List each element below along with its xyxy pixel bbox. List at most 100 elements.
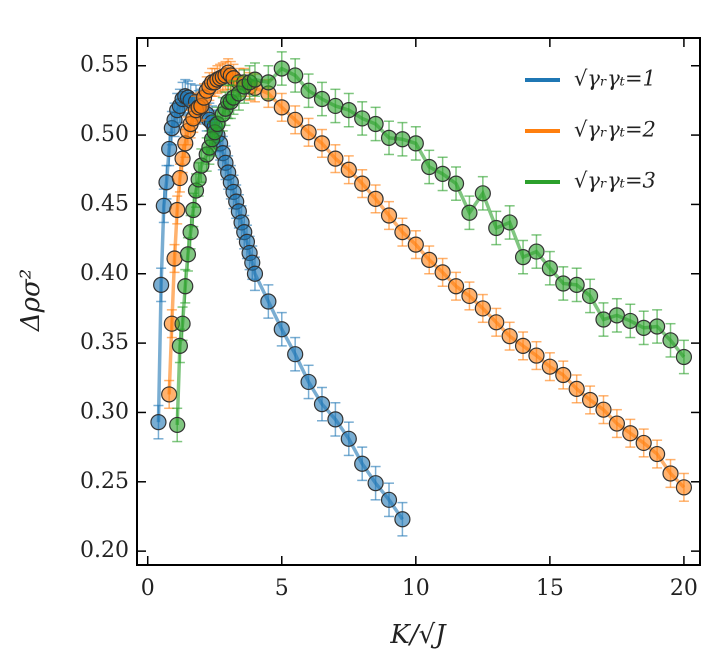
data-point [327, 150, 344, 167]
data-point [568, 380, 585, 397]
data-point [407, 135, 424, 152]
data-point [380, 129, 398, 146]
data-point [421, 251, 438, 268]
data-point [474, 185, 491, 202]
data-point [595, 401, 612, 418]
data-point [380, 207, 398, 224]
data-point [340, 102, 357, 119]
data-point [313, 90, 331, 108]
y-tick-label: 0.45 [80, 191, 129, 216]
legend-label: √γᵣγₜ=3 [574, 169, 656, 193]
data-point [568, 276, 585, 293]
data-point [622, 312, 639, 330]
data-point [662, 465, 679, 482]
data-point [555, 275, 572, 292]
y-axis-label: Δρσ² [16, 269, 46, 332]
data-point [514, 249, 532, 266]
data-point [166, 250, 183, 267]
data-point [447, 175, 465, 192]
data-point [273, 99, 290, 116]
data-point [367, 190, 384, 207]
data-point [177, 278, 194, 295]
data-point [287, 111, 304, 128]
data-point [313, 135, 331, 152]
data-point [182, 224, 199, 241]
data-point [501, 328, 518, 345]
data-point [367, 475, 384, 492]
data-point [622, 425, 639, 442]
series-line [156, 94, 404, 521]
data-point [421, 158, 438, 176]
data-point [354, 455, 371, 472]
data-point [273, 60, 290, 77]
data-point [662, 332, 679, 349]
y-tick-label: 0.55 [80, 53, 129, 78]
data-point [246, 71, 264, 88]
y-tick-label: 0.20 [80, 538, 129, 563]
data-point [635, 319, 652, 336]
data-point [434, 264, 451, 281]
data-point [287, 346, 304, 363]
data-point [161, 386, 178, 403]
data-point [394, 224, 411, 241]
data-point [675, 479, 693, 496]
x-tick-label: 5 [275, 576, 289, 601]
data-point [407, 236, 424, 253]
data-point [501, 214, 518, 231]
data-point [394, 511, 411, 528]
data-point [528, 243, 545, 260]
data-point [174, 150, 191, 167]
data-point [260, 74, 277, 91]
data-point [340, 430, 357, 447]
data-point [260, 293, 277, 310]
data-point [185, 201, 202, 219]
legend-label: √γᵣγₜ=2 [574, 118, 656, 142]
data-point [174, 315, 191, 332]
data-point [595, 311, 612, 328]
legend-label: √γᵣγₜ=1 [574, 67, 656, 91]
data-point [246, 265, 264, 282]
data-point [528, 347, 545, 364]
data-point [300, 82, 317, 99]
data-point [300, 373, 317, 391]
data-point [555, 366, 572, 384]
data-point [581, 391, 599, 409]
data-point [447, 278, 465, 295]
data-point [434, 165, 451, 183]
data-point [649, 445, 666, 463]
x-tick-label: 0 [141, 576, 155, 601]
data-point [150, 414, 167, 431]
data-point [541, 358, 558, 375]
data-point [635, 434, 652, 452]
x-tick-label: 15 [536, 576, 564, 601]
x-tick-label: 20 [670, 576, 698, 601]
data-point [380, 491, 398, 508]
data-point [327, 411, 344, 428]
y-tick-label: 0.40 [80, 261, 129, 286]
data-point [153, 276, 170, 293]
data-point [541, 260, 558, 277]
data-point [608, 307, 625, 324]
data-point [300, 124, 317, 141]
data-point [158, 174, 175, 191]
data-point [171, 169, 188, 187]
data-point [514, 337, 532, 354]
data-point [169, 416, 186, 434]
data-point [675, 348, 693, 366]
data-point [474, 300, 491, 317]
data-point [313, 396, 331, 413]
data-point [155, 197, 172, 214]
data-point [287, 67, 304, 84]
data-point [171, 337, 188, 354]
y-tick-label: 0.50 [80, 122, 129, 147]
data-point [581, 287, 599, 305]
data-point [354, 175, 371, 192]
y-tick-label: 0.30 [80, 399, 129, 424]
data-point [179, 246, 197, 263]
y-tick-label: 0.25 [80, 469, 129, 494]
y-tick-label: 0.35 [80, 330, 129, 355]
x-tick-label: 10 [402, 576, 430, 601]
data-point [608, 415, 625, 432]
data-point [367, 115, 384, 133]
